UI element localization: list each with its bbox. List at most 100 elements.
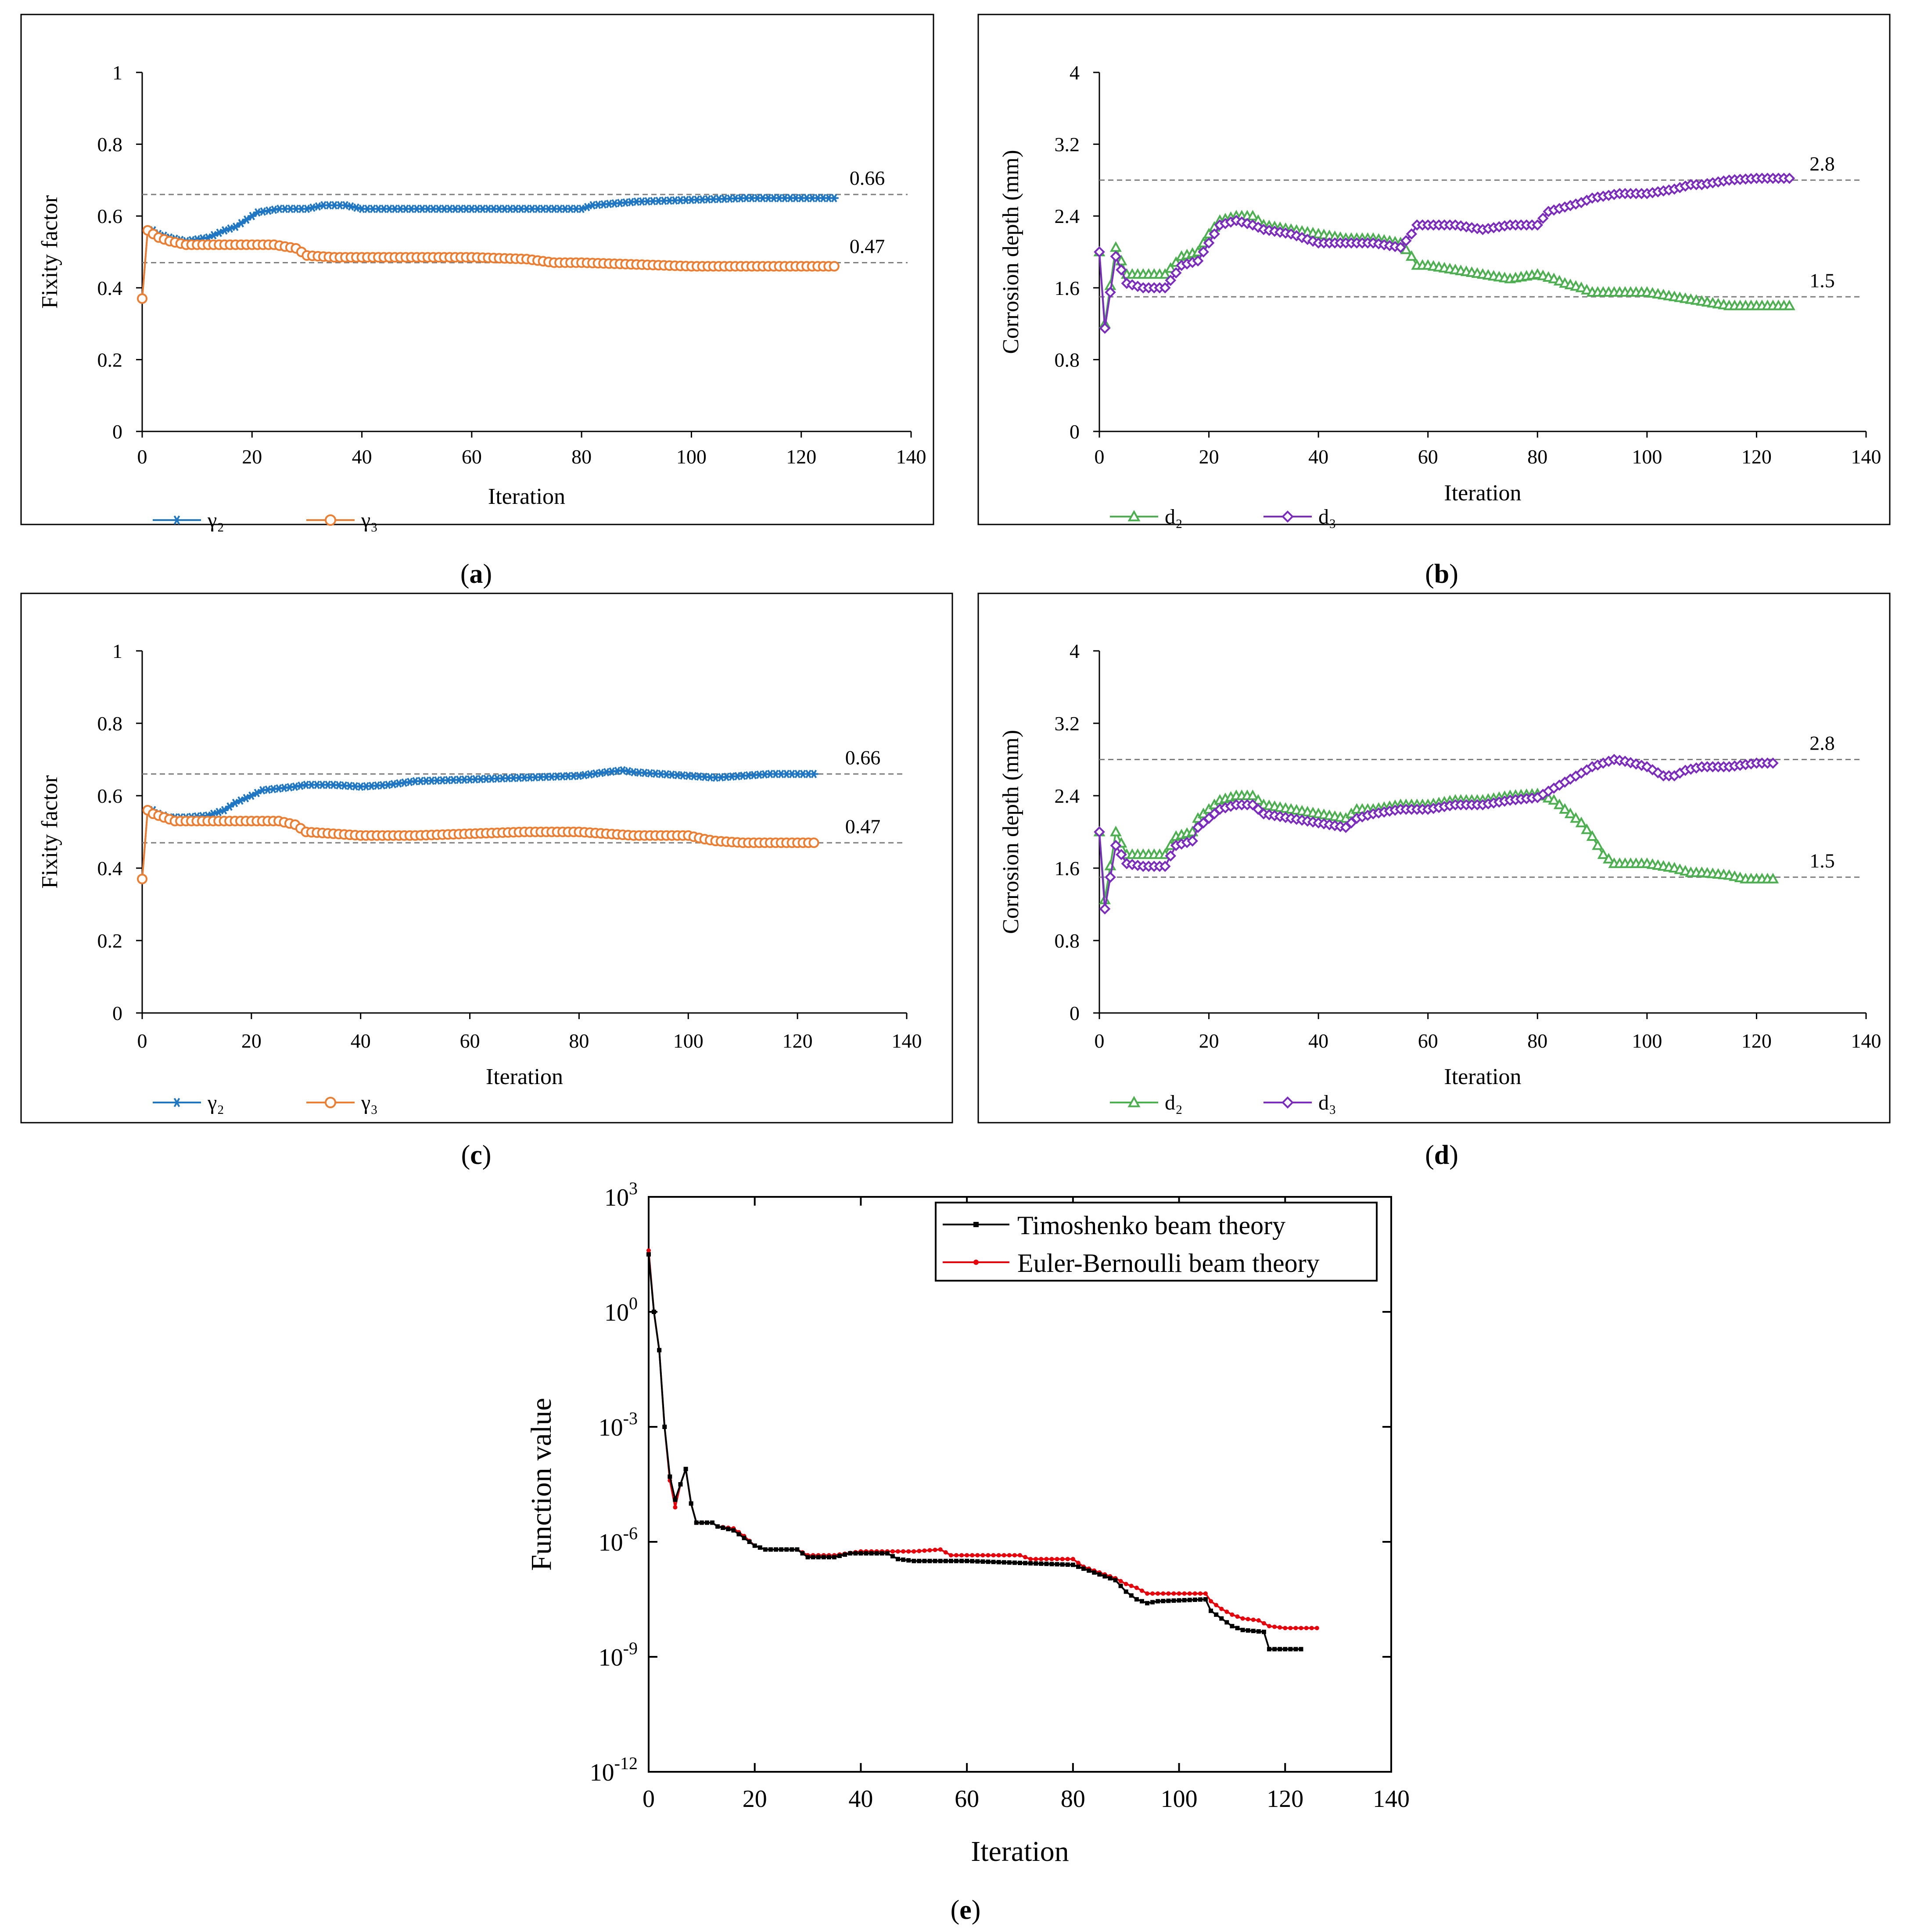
x-tick-label: 80 bbox=[1061, 1785, 1085, 1813]
series-marker bbox=[1070, 1557, 1075, 1562]
series-marker bbox=[1192, 255, 1204, 267]
series-marker bbox=[1110, 826, 1122, 837]
series-marker bbox=[1592, 839, 1604, 850]
series-marker bbox=[1060, 1557, 1065, 1562]
series-marker bbox=[1171, 1591, 1176, 1596]
series-marker bbox=[1198, 246, 1209, 258]
marker-stroke bbox=[676, 771, 681, 776]
series-marker bbox=[975, 1559, 980, 1564]
marker-stroke bbox=[751, 194, 755, 199]
marker-stroke bbox=[660, 769, 664, 775]
series-marker bbox=[599, 200, 608, 209]
marker-stroke bbox=[262, 786, 266, 791]
series-marker bbox=[1044, 1562, 1049, 1566]
marker-stroke bbox=[597, 200, 601, 205]
panel-caption: (a) bbox=[460, 559, 492, 589]
marker-stroke bbox=[742, 771, 746, 776]
series-marker bbox=[1405, 250, 1418, 261]
marker-stroke bbox=[273, 205, 277, 210]
marker-stroke bbox=[279, 205, 283, 209]
x-tick-label: 140 bbox=[892, 1030, 922, 1052]
marker-stroke bbox=[674, 196, 678, 201]
series-marker bbox=[1165, 274, 1177, 286]
marker-stroke bbox=[310, 780, 315, 786]
series-marker bbox=[808, 837, 819, 848]
x-tick-label: 100 bbox=[1161, 1785, 1198, 1813]
y-tick-label: 10-6 bbox=[599, 1523, 638, 1556]
series-marker bbox=[938, 1547, 943, 1552]
series-marker bbox=[1537, 212, 1549, 224]
series-marker bbox=[1559, 803, 1571, 814]
series-marker bbox=[1161, 1598, 1166, 1603]
series-γ₂ bbox=[138, 194, 839, 303]
series-marker bbox=[906, 1558, 911, 1563]
series-marker bbox=[821, 1555, 826, 1559]
series-marker bbox=[927, 1548, 932, 1553]
series-marker bbox=[467, 205, 476, 213]
series-marker bbox=[673, 1505, 678, 1510]
caption-paren: ( bbox=[461, 1140, 470, 1170]
series-marker bbox=[1203, 237, 1215, 249]
series-marker bbox=[1092, 1570, 1097, 1575]
series-marker bbox=[325, 1097, 336, 1108]
series-marker bbox=[1235, 1614, 1240, 1619]
marker-stroke bbox=[438, 205, 442, 209]
marker-stroke bbox=[564, 205, 568, 209]
series-marker bbox=[678, 1482, 683, 1487]
marker-stroke bbox=[813, 769, 817, 775]
series-marker bbox=[1395, 241, 1407, 253]
marker-stroke bbox=[498, 205, 503, 209]
marker-stroke bbox=[570, 205, 574, 209]
y-tick-label: 0 bbox=[1070, 1002, 1080, 1024]
marker-stroke bbox=[696, 195, 700, 200]
marker-stroke bbox=[388, 205, 392, 209]
series-marker bbox=[1272, 1647, 1277, 1652]
series-marker bbox=[1087, 1568, 1091, 1573]
marker-stroke bbox=[176, 515, 180, 521]
series-marker bbox=[700, 772, 709, 781]
series-marker bbox=[536, 772, 546, 782]
x-tick-label: 0 bbox=[137, 445, 147, 468]
series-marker bbox=[652, 1310, 657, 1314]
x-tick-label: 120 bbox=[1741, 445, 1772, 468]
marker-stroke bbox=[398, 779, 402, 784]
y-tick-label: 10-12 bbox=[590, 1753, 638, 1786]
series-marker bbox=[731, 1528, 736, 1533]
series-marker bbox=[1001, 1553, 1006, 1558]
series-marker bbox=[1251, 1629, 1256, 1634]
series-marker bbox=[757, 1545, 762, 1550]
x-tick-label: 100 bbox=[1632, 445, 1662, 468]
marker-stroke bbox=[608, 199, 612, 205]
marker-stroke bbox=[354, 782, 359, 787]
marker-stroke bbox=[377, 205, 381, 209]
marker-stroke bbox=[366, 205, 370, 209]
y-axis-label: Corrosion depth (mm) bbox=[998, 730, 1023, 934]
series-marker bbox=[1060, 1562, 1065, 1567]
series-marker bbox=[1767, 757, 1779, 769]
x-tick-label: 100 bbox=[676, 445, 707, 468]
series-marker bbox=[662, 1425, 667, 1429]
x-tick-label: 120 bbox=[1741, 1030, 1772, 1052]
reference-line-label: 2.8 bbox=[1809, 152, 1835, 175]
marker-stroke bbox=[427, 205, 431, 209]
series-marker bbox=[848, 1551, 853, 1556]
series-marker bbox=[1548, 273, 1560, 284]
series-marker bbox=[1049, 1562, 1054, 1566]
series-marker bbox=[1400, 235, 1412, 247]
y-tick-label: 0.8 bbox=[97, 133, 123, 156]
panel-frame bbox=[20, 593, 953, 1124]
series-marker bbox=[816, 1555, 821, 1559]
x-tick-label: 80 bbox=[1527, 445, 1547, 468]
series-marker bbox=[742, 1536, 747, 1541]
marker-stroke bbox=[729, 194, 733, 199]
series-marker bbox=[308, 203, 317, 212]
series-marker bbox=[1224, 1620, 1229, 1625]
marker-stroke bbox=[509, 205, 513, 209]
series-marker bbox=[692, 195, 701, 204]
series-marker bbox=[1406, 228, 1418, 240]
series-marker bbox=[1105, 287, 1116, 298]
x-tick-label: 100 bbox=[673, 1030, 704, 1052]
series-d₃ bbox=[1094, 754, 1779, 915]
x-tick-label: 60 bbox=[1418, 445, 1438, 468]
